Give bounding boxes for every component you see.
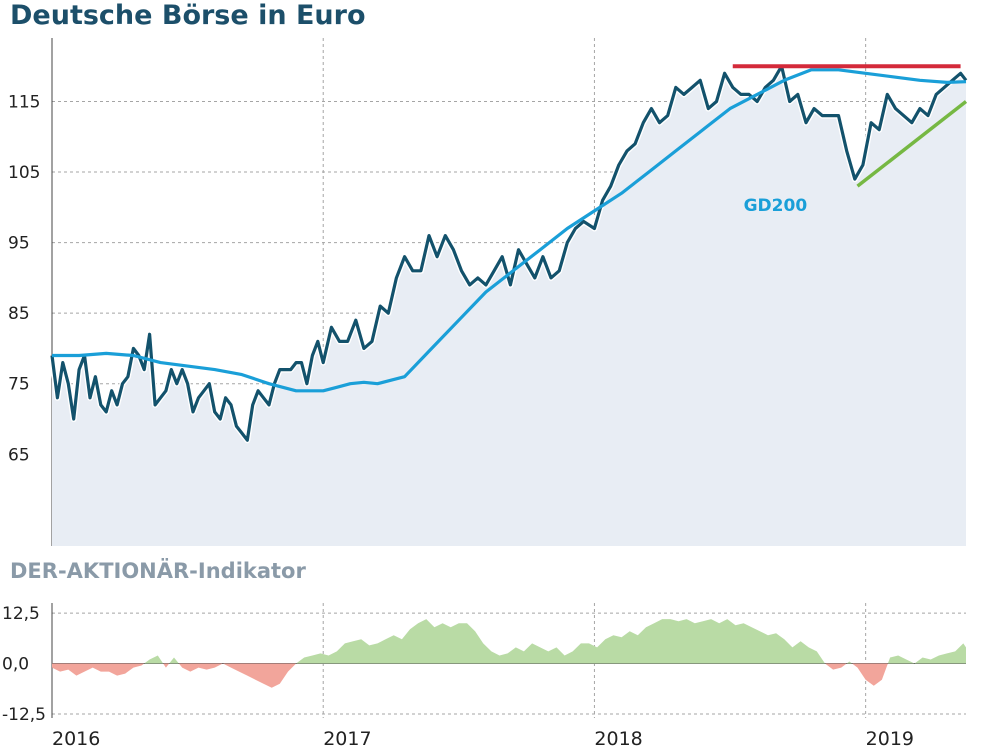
indicator-y-tick-label: 12,5: [2, 604, 40, 624]
main-y-ticks: 65 75 85 95 105 115: [8, 93, 40, 466]
y-tick-label: 115: [8, 93, 40, 113]
support-line: [856, 100, 968, 188]
y-tick-label: 75: [8, 375, 30, 395]
indicator-y-tick-label: -12,5: [2, 705, 46, 725]
indicator-y-tick-label: 0,0: [2, 655, 29, 675]
x-tick-label: 2019: [866, 728, 914, 750]
x-tick-label: 2016: [52, 728, 100, 750]
price-line: [50, 64, 968, 442]
y-tick-label: 95: [8, 234, 30, 254]
gd200-line: [52, 68, 967, 393]
y-tick-label: 65: [8, 445, 30, 465]
indicator-plot: [52, 619, 966, 688]
indicator-negative-area: [52, 663, 888, 688]
indicator-positive-area: [52, 619, 966, 664]
x-ticks: 2016 2017 2018 2019: [52, 728, 914, 750]
gd200-label: GD200: [744, 196, 808, 216]
chart-title: Deutsche Börse in Euro: [10, 0, 366, 31]
annotations: GD200: [732, 64, 968, 216]
x-tick-label: 2017: [323, 728, 371, 750]
price-area: [52, 66, 966, 546]
indicator-y-ticks: 12,5 0,0 -12,5: [2, 604, 46, 725]
main-plot: [49, 63, 969, 546]
y-tick-label: 105: [8, 163, 40, 183]
y-tick-label: 85: [8, 304, 30, 324]
x-tick-label: 2018: [594, 728, 642, 750]
indicator-title: DER-AKTIONÄR-Indikator: [10, 559, 306, 583]
